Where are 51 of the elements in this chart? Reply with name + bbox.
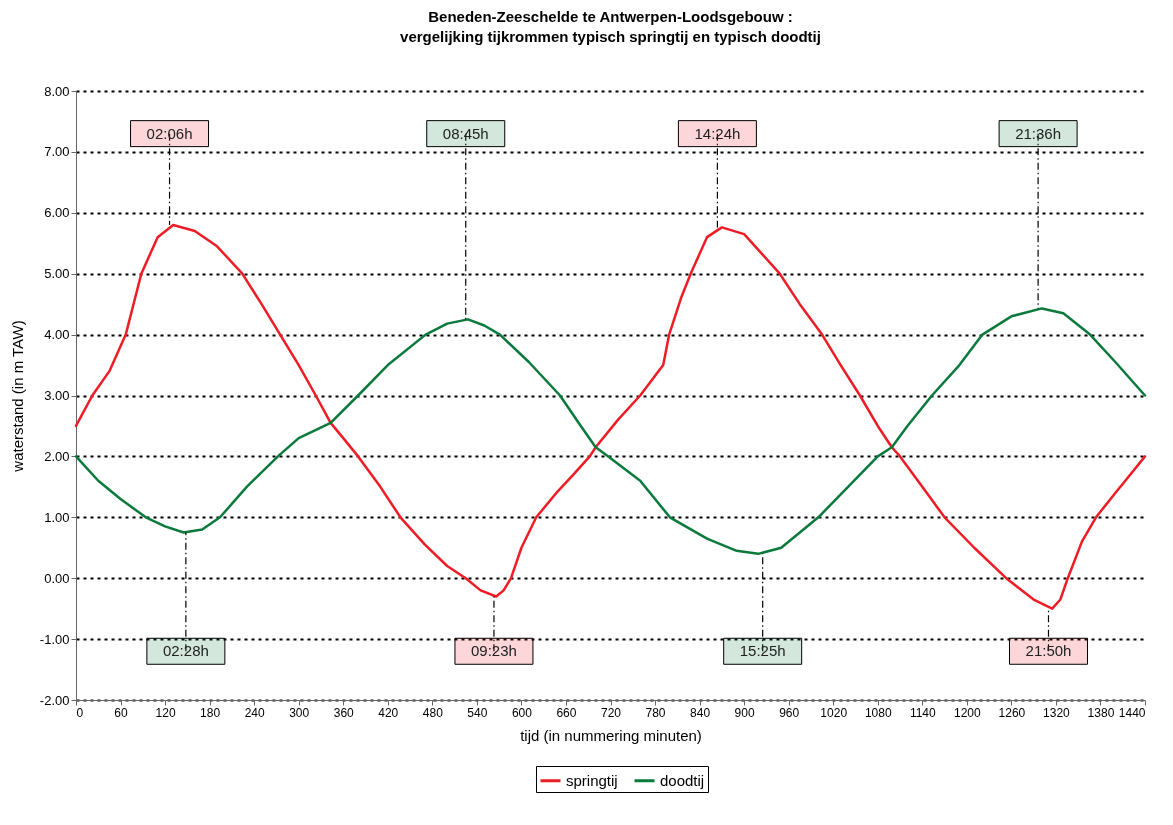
x-tick-label: 1080	[864, 705, 892, 720]
x-tick-label: 720	[600, 705, 622, 720]
x-tick-label: 540	[467, 705, 488, 720]
legend-label: springtij	[566, 771, 618, 789]
x-tick-label: 1380	[1087, 705, 1115, 720]
y-tick-label: 5.00	[44, 266, 70, 282]
y-tick-label: -2.00	[39, 692, 70, 708]
x-tick-label: 600	[511, 705, 533, 720]
x-tick-label: 120	[155, 705, 176, 720]
x-axis-title: tijd (in nummering minuten)	[520, 726, 702, 744]
x-tick-label: 660	[556, 705, 577, 720]
x-tick-label: 1200	[953, 705, 981, 720]
annotation: 08:45h	[442, 124, 489, 142]
annotation: 02:28h	[162, 642, 209, 660]
x-tick-label: 1320	[1043, 705, 1071, 720]
line-series	[74, 223, 1147, 610]
x-tick-label: 960	[779, 705, 800, 720]
y-tick-label: 0.00	[44, 570, 70, 586]
annotation: 15:25h	[739, 642, 786, 660]
x-tick-label: 60	[114, 705, 129, 720]
x-tick-label: 480	[422, 705, 444, 720]
y-tick-label: 1.00	[44, 509, 70, 525]
x-tick-label: 780	[645, 705, 666, 720]
y-tick-label: 7.00	[44, 144, 70, 160]
annotation: 14:24h	[694, 124, 741, 142]
y-tick-label: 2.00	[44, 448, 70, 464]
x-tick-label: 1020	[820, 705, 848, 720]
x-tick-label: 300	[289, 705, 310, 720]
x-tick-label: 1260	[998, 705, 1026, 720]
y-tick-label: 3.00	[44, 388, 70, 403]
y-tick-label: 8.00	[44, 83, 70, 99]
annotation: 02:06h	[146, 124, 193, 142]
x-tick-label: 1140	[909, 705, 937, 720]
annotation: 21:50h	[1025, 642, 1072, 660]
x-tick-label: 900	[734, 705, 755, 720]
x-tick-label: 420	[378, 705, 399, 720]
annotation: 09:23h	[471, 642, 517, 660]
y-tick-label: 6.00	[44, 205, 70, 221]
x-tick-label: 840	[690, 705, 711, 720]
chart-title: Beneden-Zeeschelde te Antwerpen-Loodsgebouw : vergelijking tijkrommen typisch springtij en typisch doodtij	[400, 8, 821, 45]
annotation: 21:36h	[1015, 124, 1062, 142]
x-tick-label: 360	[333, 705, 355, 720]
y-axis-title: waterstand (in m TAW)	[8, 320, 26, 473]
line-series	[74, 307, 1147, 556]
x-tick-label: 0	[76, 705, 84, 720]
legend-label: doodtij	[660, 771, 705, 789]
x-tick-label: 240	[244, 705, 265, 720]
x-tick-label: 180	[200, 705, 221, 720]
y-tick-label: -1.00	[39, 631, 70, 647]
x-tick-label: 1440	[1118, 705, 1146, 720]
y-tick-label: 4.00	[44, 327, 70, 343]
